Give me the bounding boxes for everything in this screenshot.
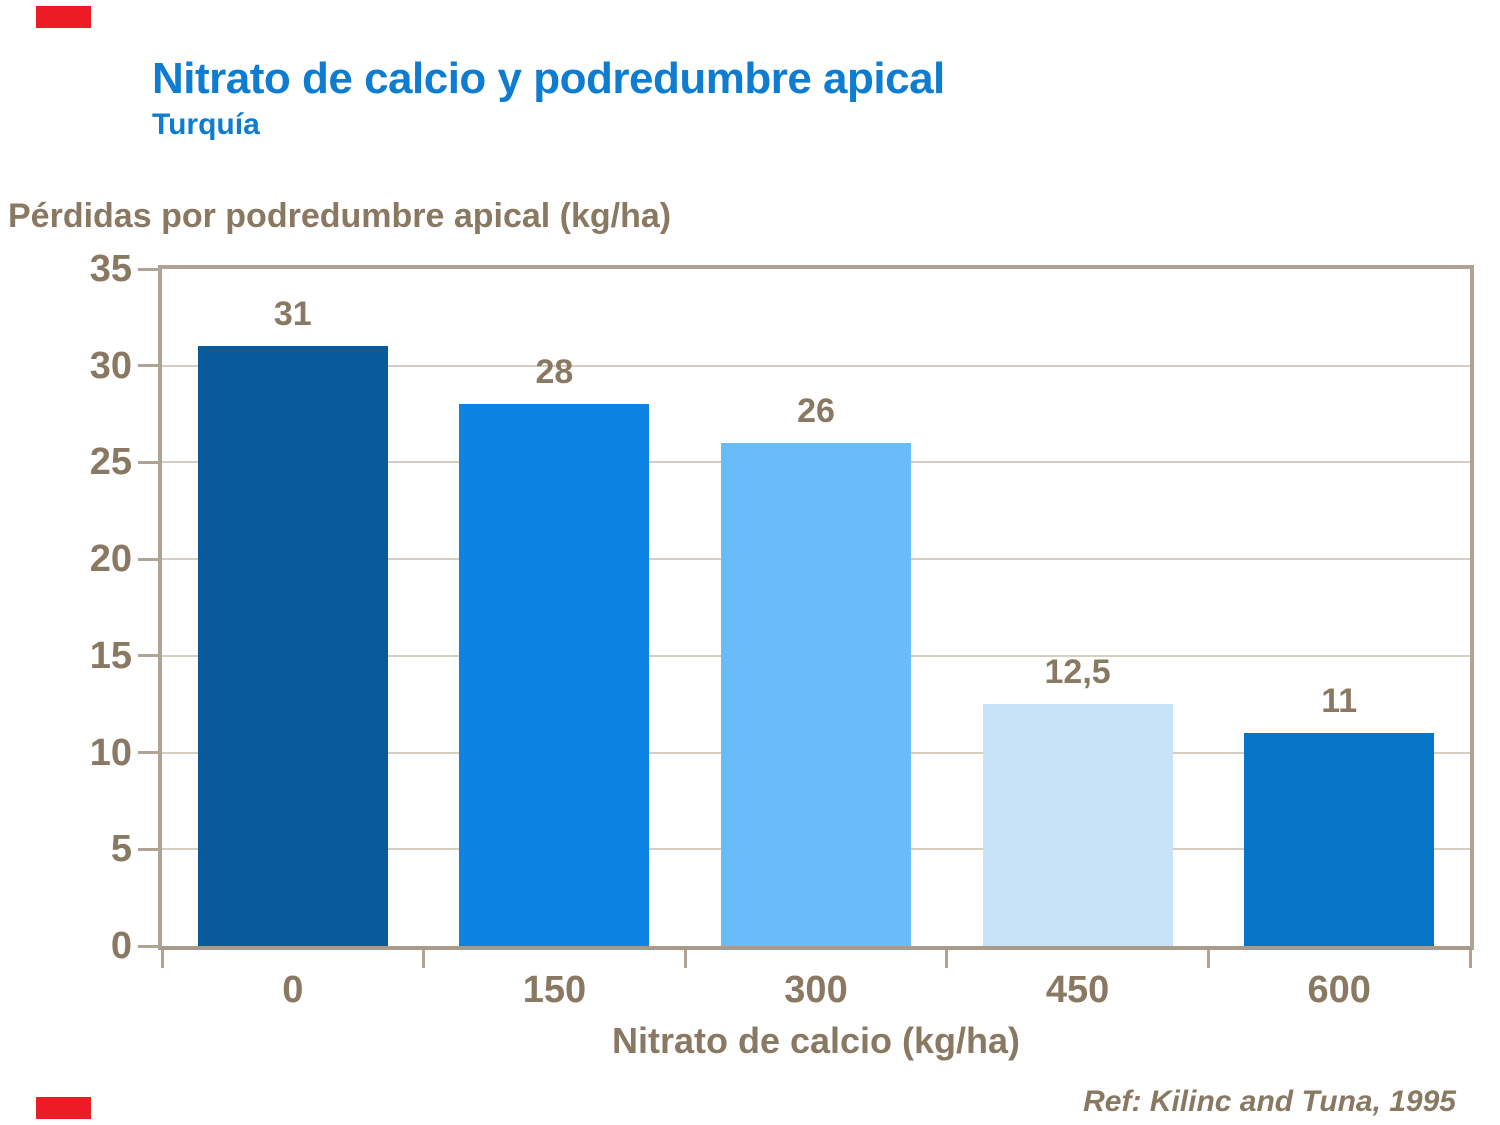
y-tick-label: 20 [89,538,132,581]
y-axis-tick [138,847,160,851]
y-axis-tick [138,364,160,368]
bar [197,346,388,946]
bar [1244,733,1435,946]
x-tick-label: 600 [1307,969,1371,1011]
y-tick-label: 5 [110,828,132,871]
y-axis-tick [138,751,160,755]
y-tick-label: 30 [89,344,132,387]
bar [721,443,911,946]
x-axis-tick [1468,950,1472,968]
y-tick-label: 10 [89,731,132,774]
x-axis-tick [1206,950,1210,968]
x-tick-label: 300 [784,969,848,1011]
x-axis-tick [160,950,164,968]
reference-note: Ref: Kilinc and Tuna, 1995 [1083,1085,1456,1118]
bar-value-label: 11 [1321,682,1358,721]
y-tick-label: 25 [89,441,132,484]
y-axis-tick [138,267,160,271]
y-axis-title: Pérdidas por podredumbre apical (kg/ha) [8,197,672,235]
x-axis-tick [945,950,949,968]
slide-subtitle: Turquía [152,108,260,141]
x-axis-tick [422,950,426,968]
slide-title: Nitrato de calcio y podredumbre apical [152,54,945,103]
x-tick-label: 0 [282,969,304,1011]
red-accent-mark-bottom [36,1097,91,1119]
bar-value-label: 31 [273,295,312,334]
y-axis-tick [138,654,160,658]
y-axis-tick [138,944,160,948]
y-tick-label: 0 [110,925,132,967]
gridline [162,364,1470,367]
x-tick-label: 150 [522,969,587,1011]
red-accent-mark-top [36,6,91,28]
bar-value-label: 28 [535,353,574,392]
bar-value-label: 12,5 [1044,653,1111,692]
x-axis-tick [683,950,687,968]
x-axis-title: Nitrato de calcio (kg/ha) [611,1020,1021,1061]
y-tick-label: 35 [89,248,132,290]
bar-value-label: 26 [797,392,835,431]
plot-area: 31 28 26 12,5 11 [158,265,1474,950]
y-axis-tick [138,557,160,561]
x-tick-label: 450 [1045,969,1110,1011]
y-tick-label: 15 [89,634,132,677]
bar [459,404,650,946]
y-axis-tick [138,460,160,464]
bar [982,704,1173,946]
